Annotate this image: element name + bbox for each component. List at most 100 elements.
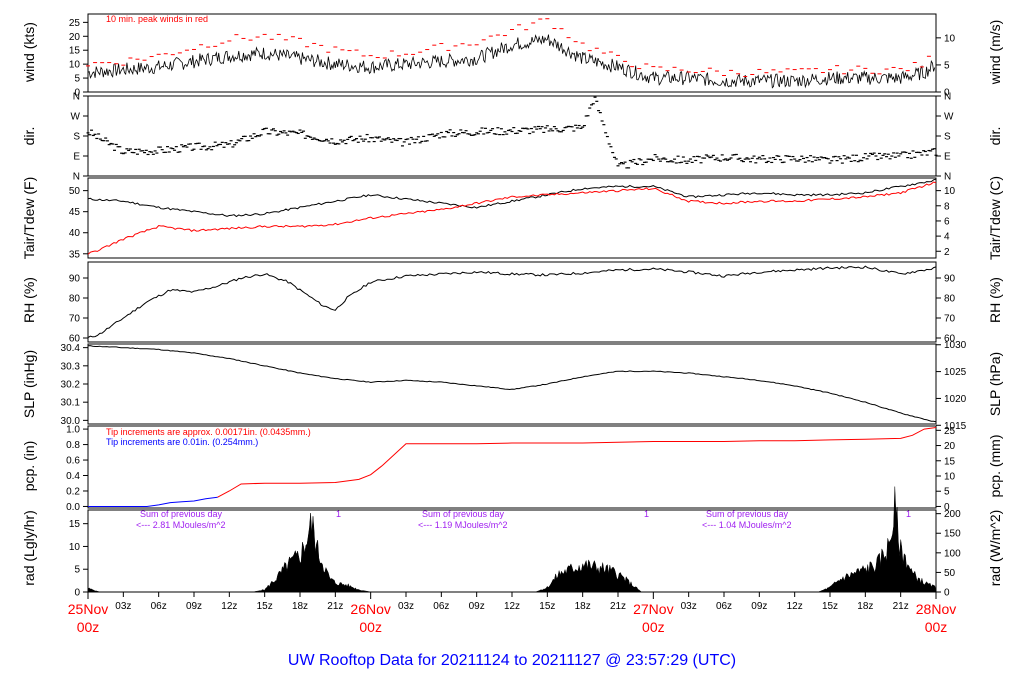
pcp-frame — [87, 425, 937, 509]
wind-left-tick-label: 5 — [74, 74, 80, 85]
dir-left-tick-label: E — [73, 152, 80, 163]
pcp-left-tick-label: 1.0 — [66, 425, 80, 436]
rad-right-tick-label: 200 — [944, 509, 961, 520]
pcp-note-blue: Tip increments are 0.01in. (0.254mm.) — [106, 437, 258, 447]
slp-left-tick-label: 30.3 — [61, 361, 81, 372]
day-sublabel: 00z — [359, 619, 382, 635]
rad-right-tick-label: 0 — [944, 588, 950, 599]
hour-tick-label: 12z — [504, 601, 520, 612]
rad-sum-1-line1: Sum of previous day — [140, 509, 223, 519]
dir-left-tick-label: N — [73, 92, 80, 103]
temp-series-line — [87, 181, 937, 255]
dir-right-tick-label: E — [944, 152, 951, 163]
rad-right-tick-label: 50 — [944, 568, 956, 579]
rad-left-tick-label: 0 — [74, 588, 80, 599]
hour-tick-label: 06z — [716, 601, 732, 612]
rad-sum-3-line1: Sum of previous day — [706, 509, 789, 519]
dir-ylabel: dir. — [21, 127, 37, 146]
rh-ylabel-right: RH (%) — [987, 277, 1003, 323]
wind-left-tick-label: 10 — [69, 60, 81, 71]
dir-ylabel-right: dir. — [987, 127, 1003, 146]
hour-tick-label: 15z — [257, 601, 273, 612]
rh-left-tick-label: 60 — [69, 334, 81, 345]
temp-right-tick-label: 8 — [944, 201, 950, 212]
pcp-left-tick-label: 0.6 — [66, 456, 80, 467]
wind-left-tick-label: 0 — [74, 88, 80, 99]
rh-right-tick-label: 60 — [944, 334, 956, 345]
data-series — [86, 18, 938, 593]
wind-left-tick-label: 15 — [69, 46, 81, 57]
pcp-series-line — [217, 427, 937, 498]
day-label: 28Nov — [916, 601, 956, 617]
temp-series-line — [87, 178, 937, 218]
left-axis-ticks: 0510152025NESWN354045506070809030.030.13… — [61, 18, 88, 599]
hour-tick-label: 15z — [822, 601, 838, 612]
rh-left-tick-label: 90 — [69, 274, 81, 285]
slp-ylabel: SLP (inHg) — [21, 350, 37, 418]
rad-left-tick-label: 10 — [69, 542, 81, 553]
slp-frame — [87, 343, 937, 425]
wind-right-tick-label: 10 — [944, 33, 956, 44]
wind-right-tick-label: 5 — [944, 60, 950, 71]
dir-right-tick-label: S — [944, 132, 951, 143]
temp-left-tick-label: 35 — [69, 249, 81, 260]
dir-left-tick-label: S — [73, 132, 80, 143]
slp-right-tick-label: 1025 — [944, 367, 967, 378]
right-axis-ticks: 0510NESWN2468106070809010151020102510300… — [936, 33, 967, 599]
hour-tick-label: 03z — [681, 601, 697, 612]
pcp-right-tick-label: 25 — [944, 426, 956, 437]
wind-speed-line — [87, 34, 936, 89]
hour-tick-label: 21z — [893, 601, 909, 612]
rad-sum-1-line2: <--- 2.81 MJoules/m^2 — [136, 520, 226, 530]
hour-tick-label: 09z — [469, 601, 485, 612]
day-label: 26Nov — [350, 601, 390, 617]
rad-ylabel: rad (Lgly/hr) — [21, 510, 37, 585]
hour-tick-label: 15z — [539, 601, 555, 612]
hour-tick-label: 21z — [327, 601, 343, 612]
pcp-right-tick-label: 0 — [944, 502, 950, 513]
day-sublabel: 00z — [642, 619, 665, 635]
slp-left-tick-label: 30.1 — [61, 398, 81, 409]
slp-series-line — [87, 345, 937, 423]
pcp-series-line — [88, 496, 218, 507]
rad-right-tick-label: 150 — [944, 529, 961, 540]
hour-tick-label: 18z — [575, 601, 591, 612]
hour-tick-label: 12z — [787, 601, 803, 612]
temp-frame — [87, 177, 937, 259]
pcp-left-tick-label: 0.4 — [66, 471, 80, 482]
temp-left-tick-label: 45 — [69, 207, 81, 218]
pcp-right-tick-label: 5 — [944, 487, 950, 498]
temp-right-tick-label: 6 — [944, 216, 950, 227]
rh-left-tick-label: 80 — [69, 294, 81, 305]
rad-marker-1: 1 — [336, 509, 341, 519]
wind-left-tick-label: 25 — [69, 18, 81, 29]
hour-tick-label: 12z — [221, 601, 237, 612]
temp-ylabel-right: Tair/Tdew (C) — [987, 176, 1003, 260]
rh-ylabel: RH (%) — [21, 277, 37, 323]
pcp-left-tick-label: 0.2 — [66, 486, 80, 497]
slp-left-tick-label: 30.0 — [61, 416, 81, 427]
rad-sum-2-line2: <--- 1.19 MJoules/m^2 — [418, 520, 508, 530]
dir-left-tick-label: W — [71, 112, 81, 123]
hour-tick-label: 09z — [751, 601, 767, 612]
slp-right-tick-label: 1015 — [944, 421, 967, 432]
hour-tick-label: 18z — [857, 601, 873, 612]
day-label: 27Nov — [633, 601, 673, 617]
pcp-ylabel: pcp. (in) — [21, 441, 37, 492]
dir-right-tick-label: W — [944, 112, 954, 123]
hour-tick-label: 18z — [292, 601, 308, 612]
hour-tick-label: 03z — [398, 601, 414, 612]
pcp-right-tick-label: 15 — [944, 456, 956, 467]
hour-tick-label: 03z — [115, 601, 131, 612]
temp-right-tick-label: 4 — [944, 232, 950, 243]
pcp-left-tick-label: 0.8 — [66, 440, 80, 451]
rad-sum-3-line2: <--- 1.04 MJoules/m^2 — [702, 520, 792, 530]
time-axis: 03z 06z 09z 12z 15z 18z 21z 03z 06z 09z 12z 15z 18z 2… — [68, 592, 956, 635]
rad-sum-2-line1: Sum of previous day — [422, 509, 505, 519]
temp-right-tick-label: 10 — [944, 186, 956, 197]
rh-right-tick-label: 90 — [944, 274, 956, 285]
pcp-ylabel-right: pcp. (mm) — [987, 435, 1003, 498]
hour-tick-label: 09z — [186, 601, 202, 612]
rh-frame — [87, 261, 937, 343]
